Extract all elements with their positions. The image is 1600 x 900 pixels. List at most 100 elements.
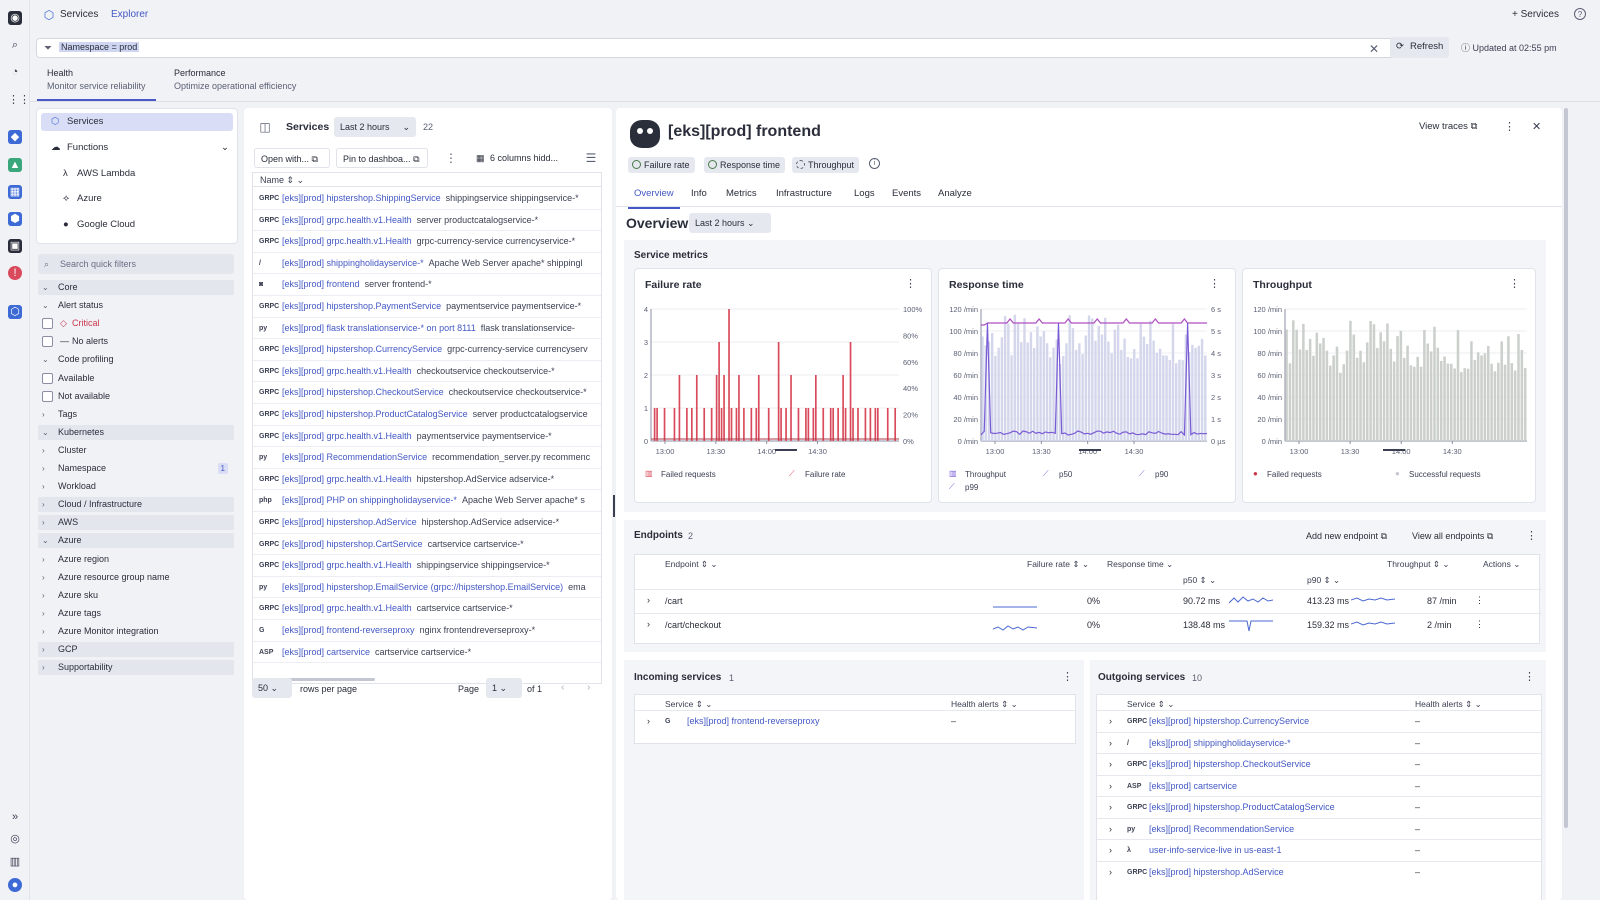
- filter-row[interactable]: › Cloud / Infrastructure: [38, 497, 234, 513]
- filter-row[interactable]: Available: [38, 371, 234, 386]
- filter-query[interactable]: Namespace = prod: [59, 42, 140, 52]
- service-name-link[interactable]: [eks][prod] hipstershop.CartService cart…: [282, 534, 524, 555]
- endpoint-row[interactable]: › /cart/checkout 0% 138.48 ms 159.32 ms 2 /mi…: [635, 613, 1541, 637]
- filter-row[interactable]: › Workload: [38, 479, 234, 494]
- service-row[interactable]: php [eks][prod] PHP on shippingholidayser…: [253, 490, 601, 512]
- service-row[interactable]: › GRPC [eks][prod] hipstershop.ProductCata…: [1097, 796, 1541, 818]
- filter-row[interactable]: Not available: [38, 389, 234, 404]
- col-actions[interactable]: Actions ⌄: [1483, 559, 1521, 569]
- endpoints-more-icon[interactable]: ⋮: [1526, 530, 1537, 542]
- rows-per-page-select[interactable]: 50 ⌄: [252, 678, 292, 698]
- service-name-link[interactable]: [eks][prod] grpc.health.v1.Health hipste…: [282, 469, 554, 490]
- service-name-link[interactable]: [eks][prod] grpc.health.v1.Health server…: [282, 210, 538, 231]
- service-name-link[interactable]: [eks][prod] hipstershop.CheckoutService: [1149, 759, 1311, 769]
- nav-services[interactable]: ⬡ Services: [41, 113, 233, 131]
- service-row[interactable]: py [eks][prod] flask translationservice-*…: [253, 318, 601, 340]
- service-name-link[interactable]: [eks][prod] frontend-reverseproxy: [687, 716, 820, 726]
- panel-resize-handle[interactable]: [613, 495, 615, 517]
- filter-row[interactable]: › Namespace 1: [38, 461, 234, 476]
- expand-row-icon[interactable]: ›: [1109, 780, 1112, 791]
- service-row[interactable]: / [eks][prod] shippingholidayservice-* Ap…: [253, 253, 601, 275]
- checkbox[interactable]: [42, 318, 53, 330]
- service-row[interactable]: › ASP [eks][prod] cartservice –: [1097, 774, 1541, 797]
- col-health[interactable]: Health alerts ⇕ ⌄: [1415, 699, 1482, 709]
- tab-services[interactable]: Services: [60, 9, 99, 20]
- tab-info[interactable]: Info: [691, 188, 707, 199]
- service-name-link[interactable]: [eks][prod] flask translationservice-* o…: [282, 318, 575, 339]
- service-name-link[interactable]: [eks][prod] hipstershop.PaymentService p…: [282, 296, 581, 317]
- col-throughput[interactable]: Throughput ⇕ ⌄: [1387, 559, 1450, 569]
- expand-row-icon[interactable]: ›: [1109, 759, 1112, 769]
- tab-health[interactable]: Health Monitor service reliability: [37, 68, 156, 101]
- next-page-icon[interactable]: ›: [587, 682, 591, 693]
- info-icon[interactable]: i: [869, 158, 880, 169]
- service-row[interactable]: GRPC [eks][prod] hipstershop.CheckoutServ…: [253, 382, 601, 404]
- columns-button[interactable]: ▦ 6 columns hidd...: [474, 148, 566, 168]
- tab-infrastructure[interactable]: Infrastructure: [776, 188, 832, 199]
- pill-throughput[interactable]: Throughput: [792, 157, 860, 173]
- tab-events[interactable]: Events: [892, 188, 922, 199]
- horizontal-scrollbar[interactable]: [283, 678, 375, 681]
- service-row[interactable]: GRPC [eks][prod] grpc.health.v1.Health se…: [253, 210, 601, 232]
- service-row[interactable]: › GRPC [eks][prod] hipstershop.AdService –: [1097, 860, 1541, 883]
- service-row[interactable]: ◙ [eks][prod] frontend server frontend-*: [253, 274, 601, 296]
- help-icon[interactable]: ◎: [10, 833, 20, 845]
- service-row[interactable]: GRPC [eks][prod] grpc.health.v1.Health ca…: [253, 598, 601, 620]
- apps-grid-icon[interactable]: ⋮⋮: [8, 94, 30, 106]
- nav-functions[interactable]: ☁ Functions ⌄: [41, 139, 233, 157]
- service-row[interactable]: GRPC [eks][prod] grpc.health.v1.Health ch…: [253, 361, 601, 383]
- filter-row[interactable]: › Azure region: [38, 552, 234, 567]
- service-name-link[interactable]: [eks][prod] hipstershop.CurrencyService: [1149, 716, 1310, 726]
- service-row[interactable]: GRPC [eks][prod] grpc.health.v1.Health hi…: [253, 469, 601, 491]
- tab-metrics[interactable]: Metrics: [726, 188, 757, 199]
- service-row[interactable]: › GRPC [eks][prod] hipstershop.CheckoutSer…: [1097, 753, 1541, 775]
- service-row[interactable]: GRPC [eks][prod] hipstershop.CartService …: [253, 534, 601, 556]
- col-failure-rate[interactable]: Failure rate ⇕ ⌄: [1027, 559, 1089, 569]
- filter-row[interactable]: › Azure tags: [38, 606, 234, 621]
- nav-aws-lambda[interactable]: λ AWS Lambda: [61, 165, 135, 183]
- filter-row[interactable]: › Azure Monitor integration: [38, 624, 234, 639]
- expand-row-icon[interactable]: ›: [1109, 823, 1112, 834]
- service-name-link[interactable]: [eks][prod] hipstershop.AdService hipste…: [282, 512, 559, 533]
- filter-row[interactable]: ⌄ Azure: [38, 533, 234, 549]
- tab-analyze[interactable]: Analyze: [938, 188, 972, 199]
- collapse-panel-icon[interactable]: ◫: [259, 120, 271, 134]
- service-name-link[interactable]: [eks][prod] grpc.health.v1.Health shippi…: [282, 555, 550, 576]
- col-service[interactable]: Service ⇕ ⌄: [665, 699, 713, 709]
- open-with-button[interactable]: Open with... ⧉: [254, 148, 330, 168]
- filter-row[interactable]: › AWS: [38, 515, 234, 531]
- tab-logs[interactable]: Logs: [854, 188, 875, 199]
- col-p50[interactable]: p50 ⇕ ⌄: [1183, 575, 1217, 585]
- filter-row[interactable]: ⌄ Kubernetes: [38, 424, 234, 440]
- filter-row[interactable]: Critical ◇: [38, 316, 234, 331]
- close-icon[interactable]: ✕: [1532, 121, 1542, 133]
- service-row[interactable]: py [eks][prod] RecommendationService reco…: [253, 447, 601, 469]
- problems-icon[interactable]: !: [8, 266, 22, 280]
- incoming-more-icon[interactable]: ⋮: [1062, 671, 1073, 683]
- service-row[interactable]: › / [eks][prod] shippingholidayservice-* –: [1097, 731, 1541, 754]
- col-response-time[interactable]: Response time ⌄: [1107, 559, 1174, 569]
- col-p90[interactable]: p90 ⇕ ⌄: [1307, 575, 1341, 585]
- service-row[interactable]: GRPC [eks][prod] grpc.health.v1.Health gr…: [253, 231, 601, 253]
- app2-icon[interactable]: ▲: [8, 158, 22, 172]
- expand-row-icon[interactable]: ›: [1109, 845, 1112, 855]
- checkbox[interactable]: [42, 336, 53, 348]
- filter-row[interactable]: › Supportability: [38, 660, 234, 676]
- filter-row[interactable]: ⌄ Alert status: [38, 298, 234, 313]
- col-health[interactable]: Health alerts ⇕ ⌄: [951, 699, 1018, 709]
- service-name-link[interactable]: user-info-service-live in us-east-1: [1149, 845, 1282, 855]
- app4-icon[interactable]: ⬢: [8, 212, 22, 226]
- service-name-link[interactable]: [eks][prod] hipstershop.CheckoutService …: [282, 382, 587, 403]
- expand-row-icon[interactable]: ›: [1109, 737, 1112, 748]
- row-actions-icon[interactable]: ⋮: [1475, 619, 1484, 629]
- service-name-link[interactable]: [eks][prod] shippingholidayservice-*: [1149, 737, 1291, 748]
- service-row[interactable]: GRPC [eks][prod] hipstershop.ShippingServ…: [253, 188, 601, 210]
- service-row[interactable]: ASP [eks][prod] cartservice cartservice c…: [253, 642, 601, 664]
- search-icon[interactable]: ⌕: [11, 39, 19, 51]
- service-name-link[interactable]: [eks][prod] grpc.health.v1.Health grpc-c…: [282, 231, 575, 252]
- expand-icon[interactable]: »: [11, 811, 19, 823]
- col-name-header[interactable]: Name ⇕ ⌄: [253, 173, 601, 187]
- service-row[interactable]: › py [eks][prod] RecommendationService –: [1097, 817, 1541, 840]
- service-name-link[interactable]: [eks][prod] hipstershop.ProductCatalogSe…: [1149, 802, 1335, 812]
- checkbox[interactable]: [42, 372, 53, 384]
